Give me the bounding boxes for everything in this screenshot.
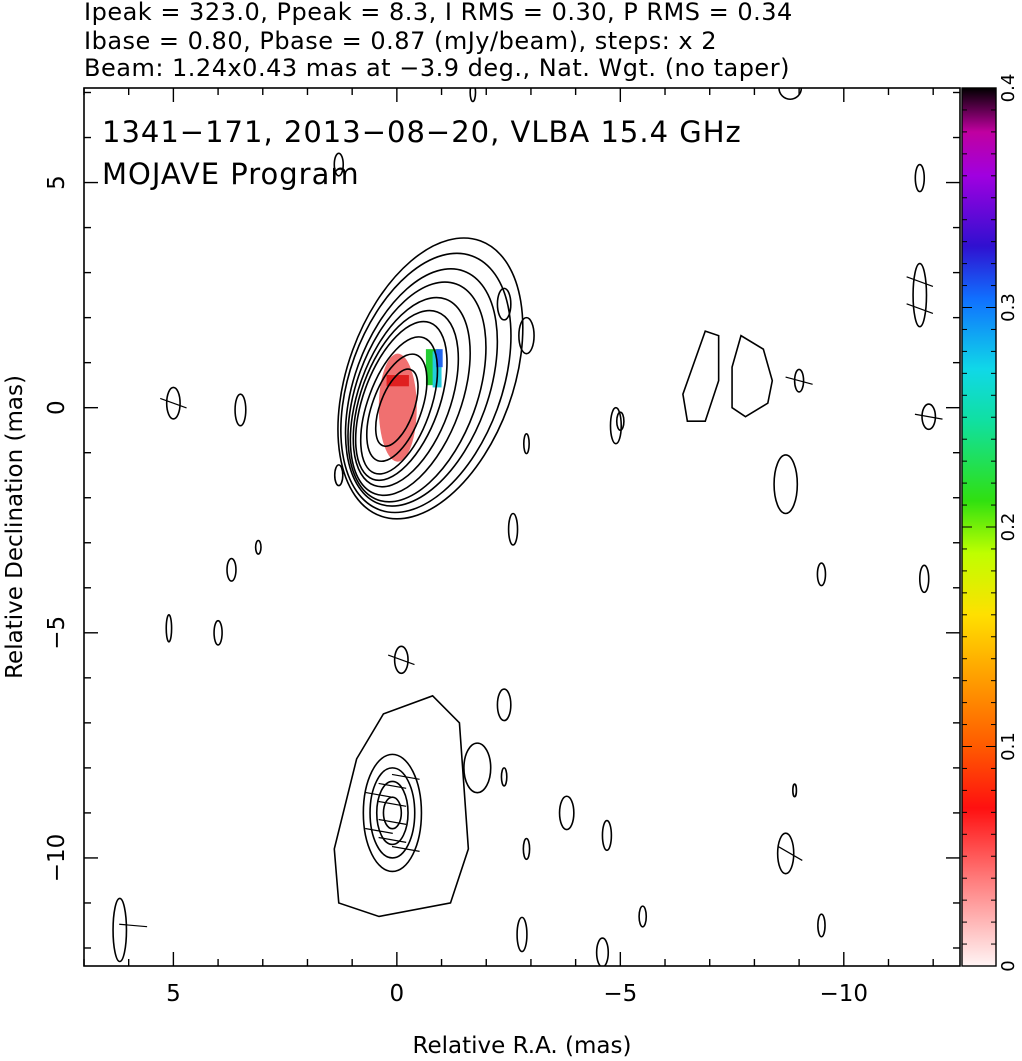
- noise-contour: [496, 287, 512, 321]
- noise-contour: [773, 454, 799, 515]
- y-tick-label: −10: [44, 834, 70, 883]
- noise-contour: [234, 393, 247, 427]
- lower-component-contour: [362, 753, 423, 873]
- evpa-vector: [391, 845, 420, 852]
- x-axis-title: Relative R.A. (mas): [413, 1033, 632, 1059]
- noise-contour: [165, 386, 181, 420]
- y-axis-title: Relative Declination (mas): [2, 375, 28, 679]
- polarization-pixel: [435, 349, 443, 368]
- extended-contour: [682, 330, 720, 422]
- evpa-vector: [387, 654, 415, 666]
- noise-contour: [776, 832, 795, 875]
- noise-contour: [500, 767, 508, 787]
- lower-component-contour: [375, 780, 409, 846]
- noise-contour: [254, 539, 262, 555]
- x-tick-label: 0: [390, 981, 405, 1007]
- plot-title-line-2: MOJAVE Program: [102, 157, 360, 191]
- core-contour: [340, 252, 512, 514]
- contour-layer: [112, 88, 937, 966]
- noise-contour: [792, 783, 798, 798]
- noise-contour: [522, 432, 530, 455]
- noise-contour: [333, 152, 345, 177]
- colorbar-tick-label: 0.3: [998, 293, 1019, 322]
- core-contour: [344, 268, 499, 507]
- x-tick-label: −10: [820, 981, 869, 1007]
- evpa-vector: [391, 773, 420, 780]
- noise-contour: [601, 819, 613, 852]
- evpa-vector: [119, 923, 148, 928]
- evpa-vector-layer: [119, 276, 943, 928]
- header-line-1: Ipeak = 323.0, Ppeak = 8.3, I RMS = 0.30…: [84, 0, 793, 26]
- evpa-vector: [365, 791, 393, 798]
- noise-contour: [921, 403, 937, 431]
- noise-contour: [817, 913, 826, 938]
- extended-contour: [731, 334, 774, 418]
- noise-contour: [518, 316, 535, 355]
- core-contour: [354, 320, 448, 482]
- x-tick-label: −5: [603, 981, 637, 1007]
- evpa-vector: [160, 397, 187, 409]
- noise-contour: [213, 619, 223, 646]
- core-contour: [337, 237, 524, 520]
- noise-contour: [165, 613, 173, 643]
- polarization-pixel: [386, 375, 409, 387]
- evpa-vector: [914, 413, 943, 420]
- evpa-vector: [378, 818, 407, 825]
- evpa-vector: [906, 303, 934, 314]
- core-contour: [352, 309, 460, 488]
- noise-contour: [638, 905, 648, 928]
- evpa-vector: [378, 782, 407, 789]
- plot-area: [112, 88, 943, 966]
- lower-component-contour: [382, 796, 403, 830]
- evpa-vector: [777, 845, 803, 861]
- header-line-3: Beam: 1.24x0.43 mas at −3.9 deg., Nat. W…: [84, 54, 790, 82]
- core-contour: [349, 296, 471, 497]
- noise-contour: [522, 837, 531, 861]
- noise-contour: [463, 742, 492, 794]
- noise-contour: [333, 464, 344, 487]
- header-line-2: Ibase = 0.80, Pbase = 0.87 (mJy/beam), s…: [84, 27, 717, 55]
- evpa-vector: [378, 836, 407, 843]
- core-contour: [359, 336, 439, 475]
- colorbar-ticks: 0 0.1 0.2 0.3 0.4: [962, 74, 1019, 972]
- plot-title-line-1: 1341−171, 2013−08−20, VLBA 15.4 GHz: [102, 115, 742, 149]
- noise-contour: [914, 163, 926, 193]
- x-tick-label: 5: [166, 981, 181, 1007]
- colorbar-tick-label: 0.4: [998, 74, 1019, 103]
- noise-contour: [912, 262, 928, 328]
- noise-contour: [558, 795, 575, 831]
- noise-contour: [595, 937, 610, 966]
- y-tick-label: −5: [44, 616, 70, 650]
- noise-contour: [393, 645, 409, 675]
- evpa-vector: [378, 800, 407, 807]
- evpa-vector: [365, 827, 393, 834]
- axis-ticks: [83, 88, 960, 966]
- plot-frame: [83, 87, 961, 967]
- noise-contour: [469, 88, 477, 103]
- core-contour: [374, 368, 419, 448]
- noise-contour: [507, 512, 519, 546]
- noise-contour: [793, 368, 805, 393]
- y-tick-label: 5: [44, 175, 70, 190]
- lower-component-outer-contour: [333, 694, 470, 918]
- axis-tick-labels: 5 0 −5 −10 5 0 −5 −10: [44, 175, 868, 1007]
- core-contour: [347, 281, 487, 503]
- core-contour: [365, 353, 428, 463]
- evpa-vector: [785, 376, 813, 385]
- colorbar-tick-label: 0.1: [998, 732, 1019, 761]
- noise-contour: [615, 411, 625, 431]
- lower-component-contour: [369, 767, 416, 859]
- y-tick-label: 0: [44, 400, 70, 415]
- noise-contour: [226, 557, 237, 582]
- noise-contour: [609, 406, 623, 445]
- colorbar-tick-label: 0: [998, 960, 1019, 971]
- noise-contour: [496, 688, 512, 722]
- evpa-vector: [906, 276, 934, 287]
- colorbar-tick-label: 0.2: [998, 513, 1019, 542]
- noise-contour: [816, 562, 827, 587]
- noise-contour: [516, 916, 528, 953]
- noise-contour: [918, 564, 930, 594]
- noise-contour: [112, 897, 128, 963]
